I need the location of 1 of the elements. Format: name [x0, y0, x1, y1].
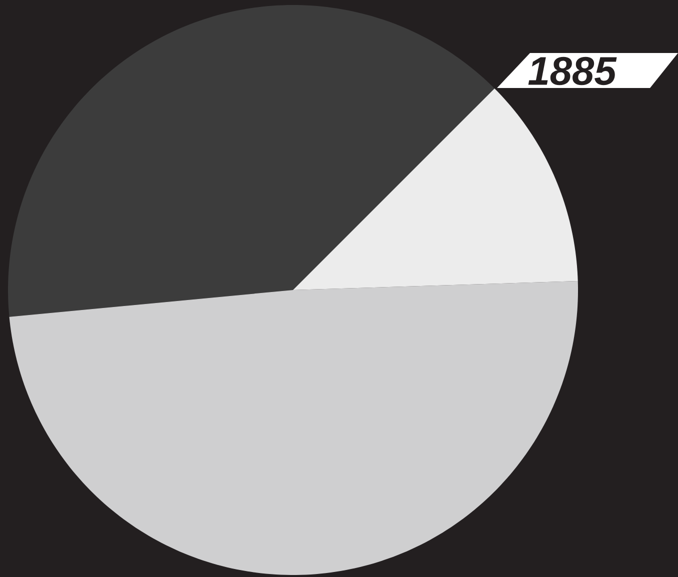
text: 1885	[528, 56, 617, 86]
